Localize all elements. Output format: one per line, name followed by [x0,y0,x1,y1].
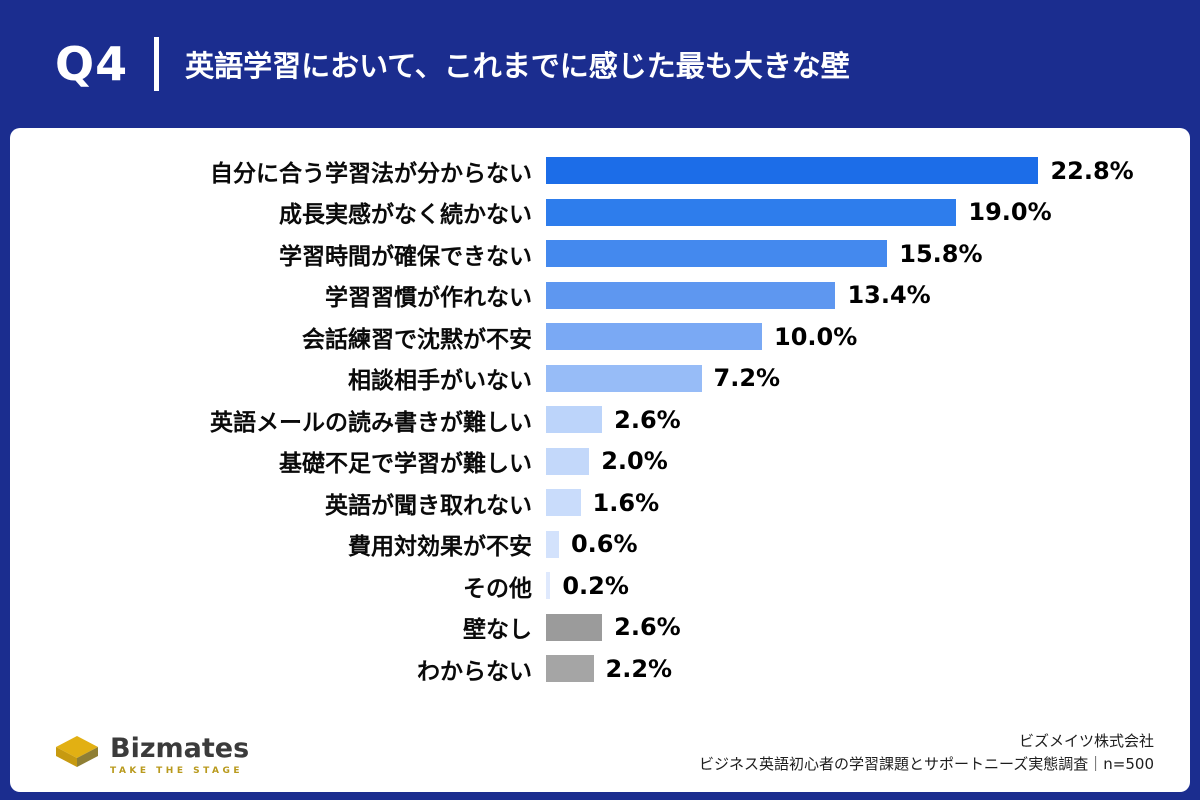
value-label: 15.8% [899,239,983,268]
bizmates-logo-icon [56,735,98,775]
bar-row: 基礎不足で学習が難しい 2.0% [38,441,1162,483]
logo-tagline: TAKE THE STAGE [110,766,244,776]
footer: Bizmates TAKE THE STAGE ビズメイツ株式会社 ビジネス英語… [38,724,1162,781]
category-label: 会話練習で沈黙が不安 [302,326,532,353]
category-label: 学習時間が確保できない [279,243,532,270]
category-label: わからない [417,658,532,685]
bar [546,406,603,434]
chart-card: 自分に合う学習法が分からない 22.8% 成長実感がなく続かない 19.0% 学習時間が… [10,128,1190,792]
value-label: 0.2% [562,571,629,600]
bar [546,530,559,558]
bar-row: 相談相手がいない 7.2% [38,358,1162,400]
bar [546,655,594,683]
bizmates-logo: Bizmates TAKE THE STAGE [56,734,249,776]
value-label: 10.0% [774,322,858,351]
bar-row: 費用対効果が不安 0.6% [38,524,1162,566]
category-label: 成長実感がなく続かない [279,202,532,229]
bar-row: 学習時間が確保できない 15.8% [38,233,1162,275]
bar [546,240,888,268]
bar-row: 英語が聞き取れない 1.6% [38,482,1162,524]
value-label: 7.2% [713,364,781,393]
survey-title: ビジネス英語初心者の学習課題とサポートニーズ実態調査｜n=500 [699,754,1154,773]
bar [546,157,1039,185]
bar [546,323,762,351]
category-label: その他 [463,575,532,602]
bar [546,613,603,641]
bar-row: 壁なし 2.6% [38,607,1162,649]
category-label: 壁なし [463,617,532,644]
page-title: 英語学習において、これまでに感じた最も大きな壁 [185,49,850,83]
value-label: 2.6% [614,613,681,642]
value-label: 2.6% [614,405,681,434]
bar-row: 成長実感がなく続かない 19.0% [38,192,1162,234]
bar [546,281,836,309]
category-label: 費用対効果が不安 [348,534,532,561]
bar [546,447,590,475]
bar [546,198,957,226]
header: Q4 英語学習において、これまでに感じた最も大きな壁 [0,0,1200,128]
bar [546,489,581,517]
value-label: 2.2% [605,654,673,683]
category-label: 自分に合う学習法が分からない [210,160,532,187]
value-label: 13.4% [847,281,931,310]
value-label: 22.8% [1050,156,1134,185]
category-label: 基礎不足で学習が難しい [279,451,532,478]
source-note: ビズメイツ株式会社 ビジネス英語初心者の学習課題とサポートニーズ実態調査｜n=5… [699,730,1154,777]
logo-name: Bizmates [110,733,250,765]
value-label: 1.6% [592,488,660,517]
value-label: 0.6% [570,530,638,559]
category-label: 学習習慣が作れない [325,285,532,312]
value-label: 19.0% [968,198,1052,227]
bar-chart: 自分に合う学習法が分からない 22.8% 成長実感がなく続かない 19.0% 学習時間が… [38,148,1162,724]
category-label: 英語が聞き取れない [325,492,532,519]
bar-row: その他 0.2% [38,565,1162,607]
value-label: 2.0% [601,447,668,476]
bar [546,572,551,600]
bar-row: 英語メールの読み書きが難しい 2.6% [38,399,1162,441]
logo-texts: Bizmates TAKE THE STAGE [110,734,249,776]
bar [546,364,702,392]
question-number: Q4 [55,37,129,91]
company-name: ビズメイツ株式会社 [1018,731,1154,750]
category-label: 英語メールの読み書きが難しい [210,409,532,436]
category-label: 相談相手がいない [348,368,532,395]
header-divider [154,37,160,91]
bar-row: 学習習慣が作れない 13.4% [38,275,1162,317]
bar-row: 自分に合う学習法が分からない 22.8% [38,150,1162,192]
bar-row: わからない 2.2% [38,648,1162,690]
bar-row: 会話練習で沈黙が不安 10.0% [38,316,1162,358]
